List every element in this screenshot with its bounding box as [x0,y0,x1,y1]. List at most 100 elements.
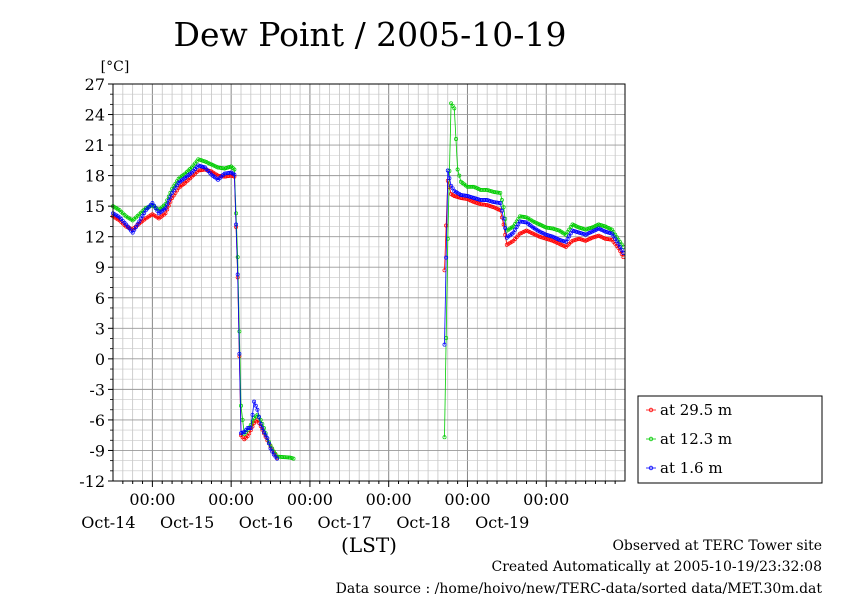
data-point [503,226,508,230]
legend-swatch-marker [648,436,654,442]
legend-item: at 1.6 m [646,459,723,477]
data-point [457,173,462,178]
data-point [498,201,503,206]
data-point [168,194,173,199]
data-point [472,196,476,200]
chart-title: Dew Point / 2005-10-19 [174,15,567,54]
data-point [444,223,449,228]
data-point [142,211,147,215]
data-point [257,414,262,419]
data-point [252,399,257,404]
data-point [270,449,275,454]
data-point [511,230,516,235]
x-time-tick-label: 00:00 [129,490,175,509]
data-point [135,222,140,227]
data-point [137,219,142,224]
data-point [544,232,549,237]
data-point [499,198,504,202]
y-tick-label: -9 [89,441,105,460]
data-point [572,229,577,234]
data-point [488,188,493,193]
legend-box [637,395,823,484]
data-point [452,194,457,198]
data-point [516,222,521,227]
data-point [540,235,545,240]
data-point [498,190,503,195]
data-point [591,235,596,240]
footer-source-text: Data source : /home/hoivo/new/TERC-data/… [336,581,823,595]
data-point [224,166,229,170]
data-point [268,446,273,451]
data-point [445,168,450,173]
data-point [616,241,621,246]
series-1 [111,167,626,460]
data-point [588,226,593,230]
y-tick-label: 6 [95,289,105,308]
data-point [247,431,252,436]
data-point [165,202,170,207]
data-point [513,227,518,232]
series-line [112,158,294,459]
data-point [496,190,501,195]
data-point [163,211,168,216]
grid-lines [113,84,625,481]
series-line [112,164,278,459]
legend-item: at 12.3 m [646,430,732,448]
series-layer [111,101,626,461]
data-point [253,403,258,408]
y-tick-label: 12 [85,228,105,247]
x-time-tick-label: 00:00 [208,490,254,509]
legend-label: at 12.3 m [660,430,732,448]
data-point [555,228,560,233]
y-tick-label: 15 [85,197,105,216]
data-point [488,204,493,209]
data-point [265,436,270,441]
data-point [547,233,552,238]
data-point [258,417,263,422]
data-point [472,200,476,205]
data-point [130,230,135,235]
y-tick-label: -12 [79,472,105,491]
data-point [196,157,201,162]
data-point [275,456,280,461]
data-point [567,234,572,239]
data-point [452,106,457,111]
data-point [235,272,240,277]
data-point [240,430,245,435]
data-point [503,232,508,237]
data-point [560,238,565,243]
x-day-tick-label: Oct-14 [81,513,135,532]
data-point [619,247,624,252]
data-point [171,188,176,193]
y-axis-unit-label: [°C] [101,59,130,75]
data-point [600,223,604,228]
data-point [580,226,585,231]
data-point [565,237,570,241]
x-time-tick-label: 00:00 [523,490,569,509]
data-point [199,158,204,163]
y-tick-label: 0 [95,350,105,369]
data-point [152,203,156,208]
legend-swatch-marker [648,407,654,413]
x-time-tick-label: 00:00 [366,490,412,509]
data-point [132,227,137,232]
data-point [234,222,239,227]
footer-created-text: Created Automatically at 2005-10-19/23:3… [491,559,822,575]
legend-item: at 29.5 m [646,401,732,419]
data-point [239,403,243,408]
x-time-tick-label: 00:00 [444,490,490,509]
data-point [250,419,255,424]
data-point [262,430,266,435]
legend: at 29.5 m at 12.3 m at 1.6 m [637,395,823,484]
data-point [501,222,506,227]
data-point [596,222,601,227]
data-point [618,244,623,249]
data-point [563,232,568,237]
y-tick-label: 21 [85,136,105,155]
legend-label: at 1.6 m [660,459,723,477]
y-tick-label: 18 [85,167,105,186]
data-point [583,227,588,232]
data-point [250,412,255,417]
data-point [547,237,552,242]
